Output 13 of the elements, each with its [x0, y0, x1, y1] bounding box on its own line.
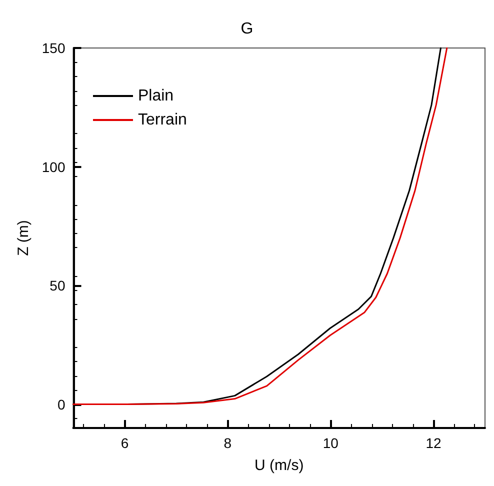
- x-tick-label: 8: [224, 435, 232, 451]
- legend-label: Terrain: [138, 112, 187, 128]
- y-tick-label: 150: [42, 40, 66, 56]
- y-tick-label: 50: [50, 278, 66, 294]
- y-tick-label: 0: [57, 396, 66, 412]
- x-tick-label: 12: [426, 435, 442, 451]
- x-tick-label: 10: [322, 435, 339, 451]
- x-axis-title: U (m/s): [254, 457, 304, 474]
- y-axis-title: Z (m): [15, 220, 32, 256]
- y-tick-label: 100: [42, 158, 66, 175]
- x-tick-label: 6: [120, 435, 129, 451]
- chart-title: G: [240, 20, 254, 38]
- legend-label: Plain: [138, 88, 174, 104]
